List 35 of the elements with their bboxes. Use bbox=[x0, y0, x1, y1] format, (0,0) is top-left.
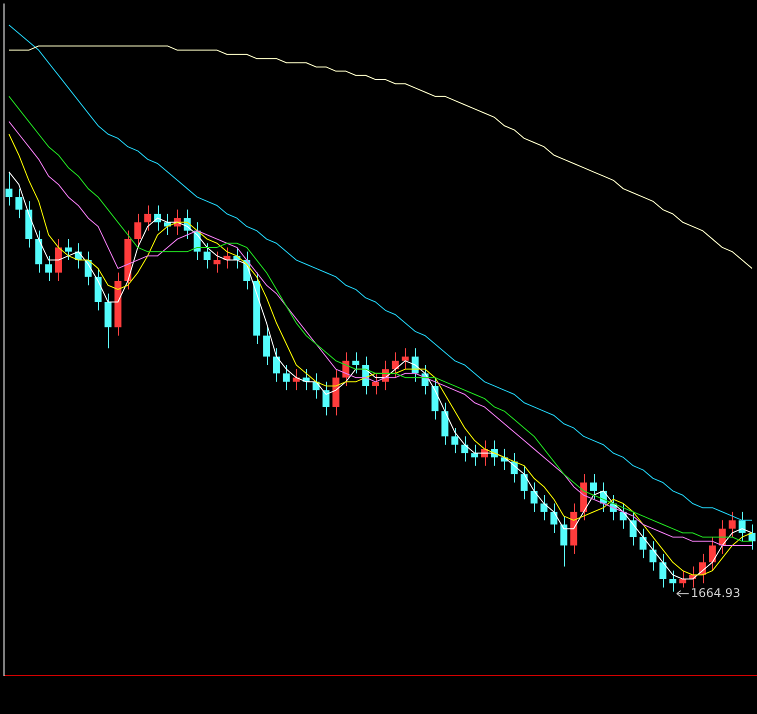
candlestick bbox=[630, 511, 637, 546]
candlestick bbox=[282, 364, 290, 391]
candlestick bbox=[748, 524, 756, 550]
candlestick bbox=[322, 381, 330, 416]
candlestick bbox=[64, 238, 72, 261]
candlestick bbox=[144, 204, 152, 232]
candlestick bbox=[5, 171, 12, 206]
candlestick bbox=[402, 348, 409, 370]
candlestick bbox=[471, 444, 478, 466]
candlestick bbox=[550, 503, 558, 534]
candlestick bbox=[708, 536, 716, 572]
candlestick bbox=[590, 474, 597, 500]
candlestick bbox=[204, 242, 211, 269]
candlestick bbox=[461, 436, 468, 462]
candlestick bbox=[640, 528, 647, 559]
candlestick bbox=[15, 188, 22, 219]
candlestick bbox=[679, 570, 686, 588]
candlestick bbox=[273, 348, 280, 382]
candlestick bbox=[520, 465, 528, 500]
candlestick bbox=[650, 540, 656, 572]
candlestick bbox=[560, 516, 568, 567]
candlestick bbox=[263, 326, 270, 366]
candlestick bbox=[659, 553, 666, 588]
annotation: 1664.93 bbox=[690, 586, 740, 600]
candlestick bbox=[134, 213, 142, 248]
candlestick bbox=[214, 251, 220, 274]
candlestick bbox=[530, 482, 538, 512]
candlestick bbox=[669, 570, 676, 592]
candlestick bbox=[451, 427, 458, 454]
candlestick bbox=[540, 494, 548, 521]
candlestick bbox=[45, 255, 52, 282]
candlestick bbox=[292, 368, 300, 391]
candlestick bbox=[352, 352, 360, 374]
candlestick bbox=[372, 372, 380, 395]
candlestick bbox=[738, 511, 746, 542]
